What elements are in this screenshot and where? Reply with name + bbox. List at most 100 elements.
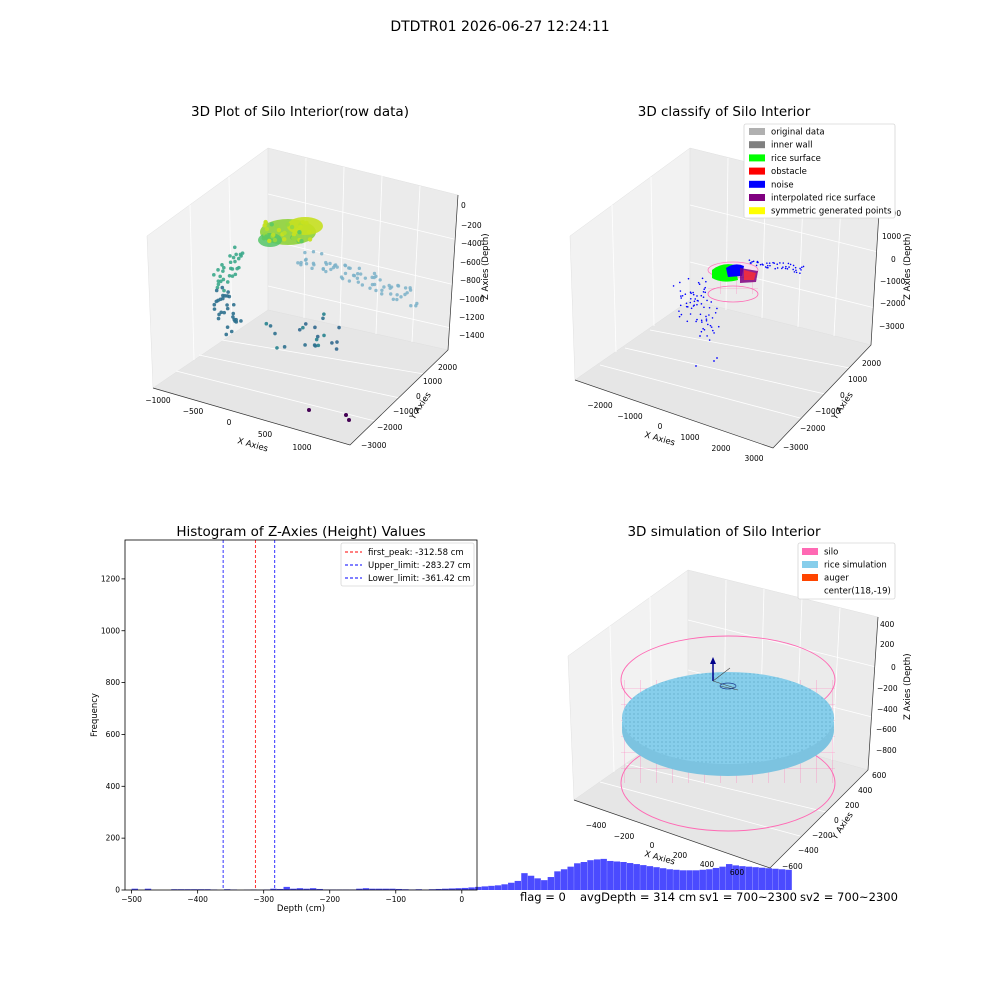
sim-y-label: Y Axies bbox=[830, 810, 856, 842]
sim-z-tick: −200 bbox=[877, 684, 898, 693]
point bbox=[275, 346, 279, 350]
hist-bar bbox=[501, 884, 508, 890]
point bbox=[348, 266, 352, 270]
point bbox=[307, 237, 313, 242]
hist-x-tick-label: −100 bbox=[385, 895, 406, 904]
hist-legend: first_peak: -312.58 cm Upper_limit: -283.… bbox=[340, 542, 475, 587]
cls-x-tick: −2000 bbox=[587, 401, 613, 410]
cls-legend-items-label: obstacle bbox=[771, 167, 807, 177]
point bbox=[706, 335, 708, 337]
hist-bar bbox=[593, 859, 601, 890]
sim-rice-top bbox=[622, 672, 834, 764]
hist-bar bbox=[567, 866, 574, 890]
point bbox=[216, 268, 220, 272]
point bbox=[750, 262, 752, 264]
point bbox=[239, 319, 243, 323]
point bbox=[380, 292, 384, 296]
raw-x-tick: −500 bbox=[183, 407, 204, 416]
point bbox=[692, 305, 695, 307]
point bbox=[289, 224, 295, 230]
point bbox=[322, 333, 326, 338]
sim-x-tick: 0 bbox=[650, 841, 655, 850]
point bbox=[769, 264, 771, 267]
point bbox=[328, 261, 332, 266]
sim-y-tick: 400 bbox=[858, 786, 873, 795]
point bbox=[689, 313, 692, 315]
footer-avg-depth: avgDepth = 314 cm bbox=[580, 890, 696, 904]
point bbox=[232, 245, 237, 250]
point bbox=[264, 226, 270, 232]
point bbox=[779, 262, 781, 264]
hist-bar bbox=[144, 888, 152, 890]
point bbox=[679, 290, 682, 292]
point bbox=[711, 317, 714, 319]
raw-y-tick: −1000 bbox=[393, 407, 419, 416]
hist-bar bbox=[574, 863, 581, 890]
point bbox=[267, 238, 272, 244]
point bbox=[356, 280, 361, 284]
cls-legend: original data inner wall rice surface obsta… bbox=[743, 123, 896, 219]
point bbox=[408, 288, 413, 292]
point bbox=[774, 267, 776, 270]
hist-bar bbox=[758, 867, 766, 890]
point bbox=[299, 239, 304, 244]
point bbox=[227, 294, 232, 299]
point bbox=[268, 324, 273, 328]
raw-z-tick: −1200 bbox=[459, 313, 485, 322]
point bbox=[692, 293, 695, 296]
sim-z-ticks: 400 200 0 −200 −400 −600 −800 bbox=[876, 620, 898, 755]
point bbox=[223, 294, 227, 298]
point bbox=[357, 266, 362, 271]
point bbox=[748, 259, 751, 261]
cls-noise-region bbox=[726, 264, 744, 277]
hist-bar bbox=[455, 888, 462, 890]
hist-y-tick-label: 1000 bbox=[101, 626, 120, 635]
point bbox=[374, 288, 378, 293]
point bbox=[372, 282, 377, 287]
point bbox=[795, 269, 797, 272]
point bbox=[690, 307, 693, 310]
point bbox=[787, 262, 790, 265]
hist-bar bbox=[666, 869, 673, 890]
cls-legend-items-swatch bbox=[749, 194, 765, 201]
raw-x-ticks: −1000 −500 0 500 1000 bbox=[145, 396, 311, 452]
hist-bar bbox=[745, 866, 753, 890]
hist-bar bbox=[600, 858, 607, 890]
hist-bar bbox=[382, 888, 389, 890]
point bbox=[789, 263, 792, 266]
point bbox=[221, 296, 225, 301]
hist-bar bbox=[435, 888, 442, 890]
point bbox=[782, 262, 785, 264]
hist-bar bbox=[692, 870, 700, 890]
point bbox=[762, 264, 764, 266]
point bbox=[234, 317, 238, 322]
point bbox=[216, 316, 221, 321]
point bbox=[782, 266, 784, 268]
point bbox=[696, 295, 698, 297]
cls-noise-points bbox=[672, 259, 805, 367]
panel-histogram: Histogram of Z-Axies (Height) Values −50… bbox=[90, 524, 792, 914]
hist-bar bbox=[785, 869, 792, 890]
hist-bar bbox=[508, 882, 515, 890]
hist-x-tick-label: −200 bbox=[319, 895, 340, 904]
point bbox=[225, 325, 230, 329]
point bbox=[395, 293, 399, 297]
point bbox=[264, 321, 269, 326]
point bbox=[702, 327, 704, 330]
hist-x-label: Depth (cm) bbox=[277, 904, 325, 914]
hist-bar bbox=[448, 888, 456, 890]
hist-bar bbox=[673, 869, 680, 890]
point bbox=[709, 324, 712, 327]
hist-bar bbox=[276, 888, 284, 890]
cls-legend-items-swatch bbox=[749, 180, 765, 188]
point bbox=[802, 265, 805, 268]
hist-bar bbox=[316, 888, 323, 890]
point bbox=[680, 297, 682, 299]
cls-axis-lines bbox=[574, 194, 881, 449]
point bbox=[344, 413, 348, 417]
hist-legend-label: Upper_limit: -283.27 cm bbox=[368, 561, 471, 571]
point bbox=[221, 277, 226, 282]
hist-bar bbox=[732, 865, 739, 890]
point bbox=[297, 230, 302, 235]
sim-x-tick: −200 bbox=[614, 832, 635, 841]
